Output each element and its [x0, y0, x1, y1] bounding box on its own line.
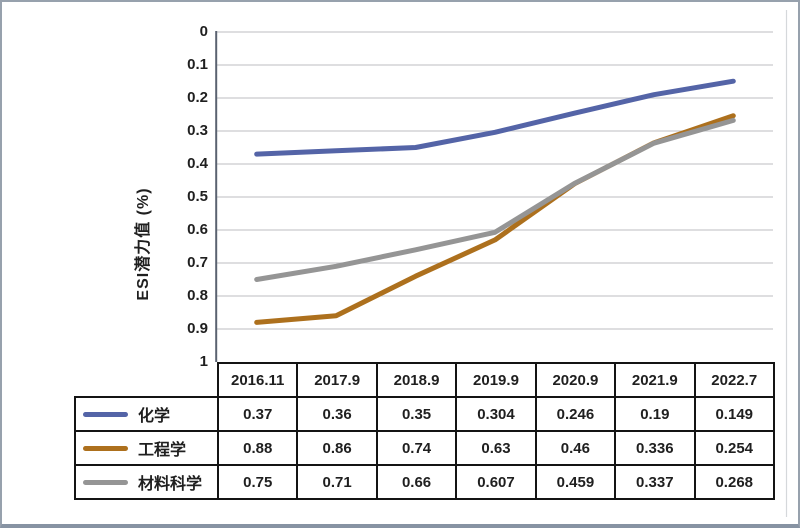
year-header-cell: 2021.9	[614, 362, 696, 398]
value-cell: 0.75	[216, 464, 299, 500]
y-tick-label: 0	[199, 23, 208, 40]
y-tick-label: 0.4	[187, 155, 208, 172]
series-swatch-icon	[83, 411, 128, 417]
value-cell: 0.607	[455, 464, 537, 500]
year-header-cell: 2016.11	[216, 362, 299, 398]
year-header-cell: 2022.7	[693, 362, 775, 398]
series-legend-cell: 工程学	[74, 430, 219, 466]
series-line-2	[254, 117, 736, 282]
value-cell: 0.35	[375, 396, 458, 432]
value-cell: 0.336	[614, 430, 696, 466]
series-line-0	[254, 78, 736, 157]
value-cell: 0.66	[375, 464, 458, 500]
value-cell: 0.74	[375, 430, 458, 466]
y-tick-label: 0.3	[187, 122, 208, 139]
series-name: 工程学	[138, 442, 187, 459]
series-swatch-icon	[83, 479, 128, 485]
year-header-cell: 2020.9	[534, 362, 617, 398]
value-cell: 0.246	[534, 396, 617, 432]
y-tick-label: 0.8	[187, 287, 208, 304]
table-corner-blank	[75, 363, 218, 397]
series-line-1	[254, 113, 736, 325]
value-cell: 0.71	[296, 464, 378, 500]
value-cell: 0.88	[216, 430, 299, 466]
value-cell: 0.254	[693, 430, 775, 466]
year-header-cell: 2019.9	[455, 362, 537, 398]
y-tick-label: 1	[199, 353, 208, 370]
series-name: 化学	[138, 408, 171, 425]
year-header-cell: 2017.9	[296, 362, 378, 398]
series-name: 材料科学	[138, 476, 203, 493]
series-legend-cell: 化学	[74, 396, 219, 432]
y-tick-label: 0.2	[187, 89, 208, 106]
value-cell: 0.149	[693, 396, 775, 432]
y-tick-label: 0.6	[187, 221, 208, 238]
value-cell: 0.63	[455, 430, 537, 466]
value-cell: 0.19	[614, 396, 696, 432]
value-cell: 0.459	[534, 464, 617, 500]
y-tick-label: 0.1	[187, 56, 208, 73]
y-axis-title: ESI潜力值 (%)	[135, 187, 152, 301]
value-cell: 0.46	[534, 430, 617, 466]
series-swatch-icon	[83, 445, 128, 451]
y-tick-label: 0.9	[187, 320, 208, 337]
series-legend-cell: 材料科学	[74, 464, 219, 500]
y-tick-label: 0.5	[187, 188, 208, 205]
value-cell: 0.36	[296, 396, 378, 432]
y-tick-label: 0.7	[187, 254, 208, 271]
table-row: 材料科学 0.75 0.71 0.66 0.607 0.459 0.337 0.268	[74, 464, 775, 500]
value-cell: 0.337	[614, 464, 696, 500]
value-cell: 0.304	[455, 396, 537, 432]
table-row: 化学 0.37 0.36 0.35 0.304 0.246 0.19 0.149	[74, 396, 775, 432]
data-table-legend: 2016.11 2017.9 2018.9 2019.9 2020.9 2021.9 202…	[74, 362, 775, 500]
table-row: 工程学 0.88 0.86 0.74 0.63 0.46 0.336 0.254	[74, 430, 775, 466]
year-header-cell: 2018.9	[375, 362, 458, 398]
value-cell: 0.268	[693, 464, 775, 500]
value-cell: 0.86	[296, 430, 378, 466]
value-cell: 0.37	[216, 396, 299, 432]
